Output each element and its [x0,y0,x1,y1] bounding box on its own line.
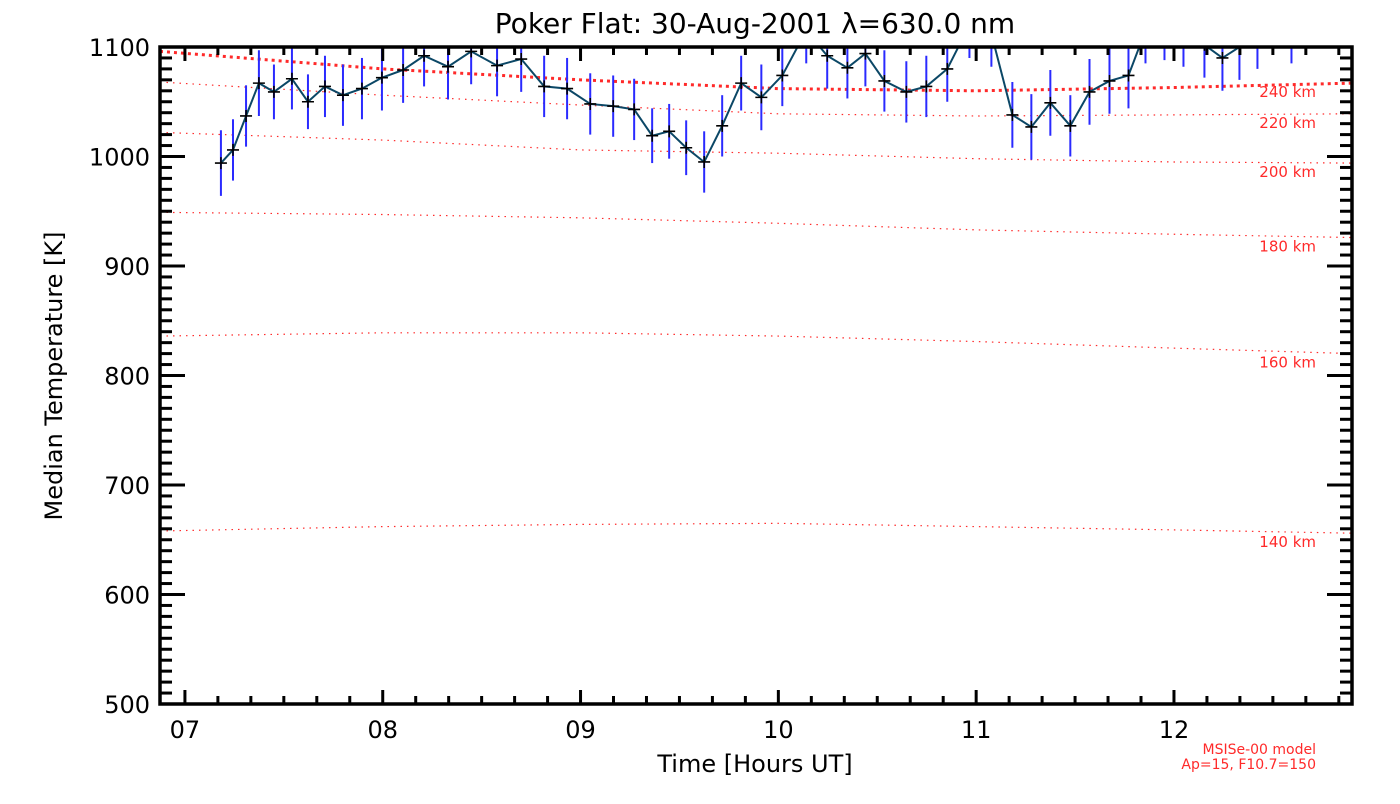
model-curve-240-km [160,49,1352,93]
data-point [1122,69,1135,82]
x-tick-label: 12 [1159,716,1190,744]
model-curve-labels: 240 km 220 km 200 km 180 km 160 km 140 km [1259,83,1316,551]
data-point [214,157,227,170]
data-point [1025,120,1038,133]
y-tick-label: 500 [104,691,150,719]
x-tick-label: 08 [367,716,398,744]
data-point [698,155,711,168]
x-tick-label: 10 [763,716,794,744]
data-point [515,53,528,66]
data-point [607,100,620,113]
model-curve-label: 200 km [1259,163,1316,181]
chart-title: Poker Flat: 30-Aug-2001 λ=630.0 nm [495,7,1015,40]
plot-frame [158,45,1354,706]
x-tick-label: 11 [961,716,992,744]
data-point [1158,21,1170,33]
data-point [628,103,641,116]
data-point [442,60,455,73]
model-curve-label: 140 km [1259,533,1316,551]
data-point [941,62,954,75]
data-point [920,80,933,93]
annotation-model: MSISe-00 model [1202,742,1316,758]
y-tick-label: 1000 [89,144,150,172]
model-curve-label: 240 km [1259,83,1316,101]
y-tick-label: 800 [104,363,150,391]
data-point [285,72,298,85]
model-curve-160-km [160,332,1352,355]
model-curve-label: 220 km [1259,114,1316,132]
data-point [646,129,659,142]
annotation-params: Ap=15, F10.7=150 [1181,757,1316,773]
y-tick-label: 600 [104,582,150,610]
data-point [663,125,676,138]
x-axis-label: Time [Hours UT] [656,750,852,778]
data-point [301,95,314,108]
model-curve-200-km [160,131,1352,164]
data-point [1251,30,1263,42]
model-curve-220-km [160,81,1352,117]
data-point [755,91,768,104]
model-curve-label: 160 km [1259,354,1316,372]
model-curves [160,49,1352,534]
data-point [776,69,789,82]
data-point [716,119,729,132]
data-point [267,85,280,98]
data-point [252,77,265,90]
data-point [318,80,331,93]
data-point [538,80,551,93]
y-tick-label: 700 [104,472,150,500]
data-point [1139,25,1151,37]
data-point [841,61,854,74]
data-point [418,49,431,62]
data-point [1064,119,1077,132]
model-curve-140-km [160,522,1352,534]
model-curve-180-km [160,211,1352,239]
x-tick-label: 07 [170,716,201,744]
data-point [491,59,504,72]
data-point [1083,85,1096,98]
data-point [240,109,253,122]
data-point [375,71,388,84]
data-point [859,47,872,60]
data-point [821,49,834,62]
y-tick-label: 900 [104,253,150,281]
y-tick-label: 1100 [89,34,150,62]
data-point [1216,51,1229,64]
data-point [584,97,597,110]
model-curve-label: 180 km [1259,238,1316,256]
data-point [878,74,891,87]
y-axis-label: Median Temperature [K] [40,231,68,520]
data-point [1006,108,1019,121]
data-point [226,143,239,156]
data-point [336,89,349,102]
x-tick-label: 09 [565,716,596,744]
data-point [900,85,913,98]
data-point [1285,25,1297,37]
data-point [1044,96,1057,109]
data-point [355,82,368,95]
data-point [1177,28,1189,40]
data-point [735,77,748,90]
data-point [397,63,410,76]
data-point [1103,74,1116,87]
data-point [561,82,574,95]
data-point [1203,47,1206,51]
axes: 500 600 700 800 900 1000 1100 07 08 09 10 11 12 [89,34,1354,744]
data-point [680,141,693,154]
